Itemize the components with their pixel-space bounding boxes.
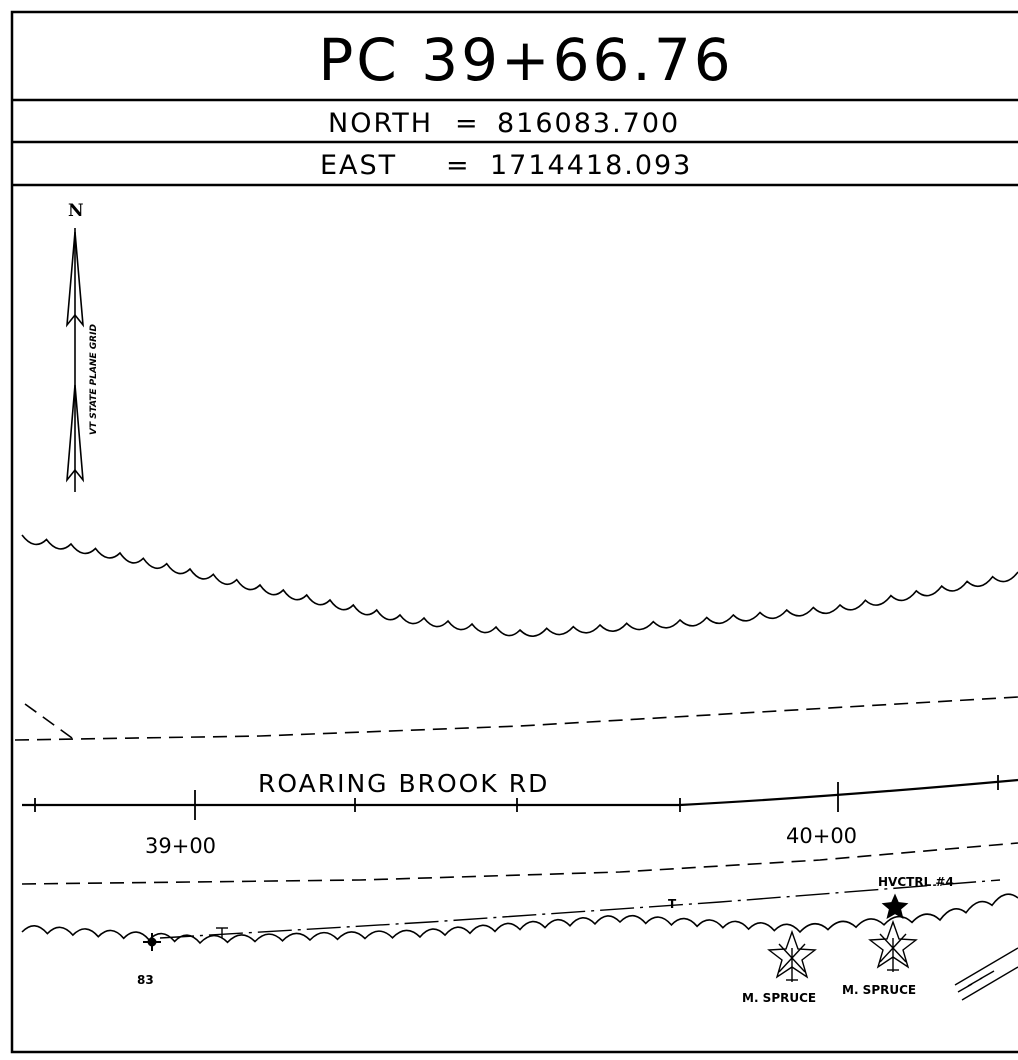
road-name: ROARING BROOK RD [258, 769, 549, 798]
east-coordinate-row: EAST = 1714418.093 [320, 150, 692, 181]
lower-road-edge [21, 842, 1018, 885]
upper-road-edge [14, 696, 1018, 741]
lower-tree-line [21, 893, 1018, 945]
spruce-tree-icon-2 [868, 919, 918, 972]
east-equals: = [446, 150, 471, 181]
station-label-39: 39+00 [145, 834, 216, 858]
point-label: 83 [137, 973, 154, 987]
station-title: PC 39+66.76 [318, 26, 733, 94]
upper-tree-line [21, 534, 1018, 637]
east-value: 1714418.093 [490, 150, 692, 181]
spruce-tree-icon-1 [767, 929, 817, 982]
point-marker-icon [143, 933, 161, 951]
east-label: EAST [320, 150, 397, 181]
header-frame [10, 10, 1018, 1054]
tree-label-1: M. SPRUCE [742, 991, 816, 1005]
tree-label-2: M. SPRUCE [842, 983, 916, 997]
north-value: 816083.700 [497, 108, 680, 139]
station-label-40: 40+00 [786, 824, 857, 848]
telephone-line [159, 879, 1001, 939]
grid-label: VT STATE PLANE GRID [89, 324, 99, 435]
north-letter: N [68, 201, 84, 221]
north-arrow-icon [65, 228, 85, 492]
north-label: NORTH [328, 108, 433, 139]
road-centerline [22, 778, 1018, 807]
north-equals: = [455, 108, 480, 139]
control-point-icon [881, 893, 909, 920]
north-coordinate-row: NORTH = 816083.700 [328, 108, 680, 139]
guardrail-hatch [954, 947, 1018, 1001]
station-ticks [34, 775, 999, 820]
telephone-mark: T [668, 897, 677, 911]
control-label: HVCTRL #4 [878, 875, 954, 889]
